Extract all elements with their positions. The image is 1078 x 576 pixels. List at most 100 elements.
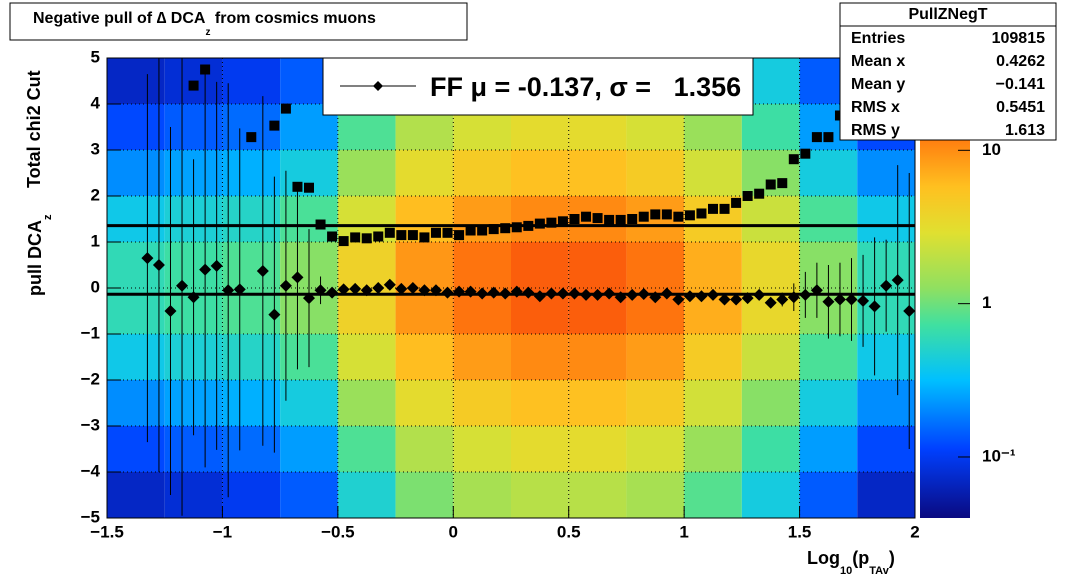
heat-cell bbox=[741, 380, 800, 426]
heat-cell bbox=[107, 472, 165, 518]
x-label-part: (p bbox=[852, 548, 869, 568]
square-marker bbox=[581, 211, 592, 222]
diamond-marker bbox=[880, 279, 893, 292]
square-marker bbox=[800, 148, 811, 159]
x-label-part: Log bbox=[807, 548, 840, 568]
square-marker bbox=[338, 236, 349, 247]
y-tick-label: −3 bbox=[81, 415, 100, 434]
y-axis-label-2: Total chi2 Cut bbox=[24, 70, 44, 188]
heat-cell bbox=[568, 380, 627, 426]
square-marker bbox=[465, 225, 476, 236]
square-marker bbox=[327, 231, 338, 242]
square-marker bbox=[823, 132, 834, 143]
diamond-marker bbox=[903, 305, 915, 317]
heat-cell bbox=[337, 242, 396, 288]
stats-name: Mean y bbox=[851, 76, 905, 93]
diamond-marker bbox=[360, 284, 373, 297]
heat-cell bbox=[107, 104, 165, 150]
heat-cell bbox=[511, 334, 569, 380]
stats-name: RMS x bbox=[851, 99, 900, 116]
diamond-marker bbox=[833, 293, 846, 306]
diamond-marker bbox=[533, 290, 546, 303]
heat-cell bbox=[568, 472, 627, 518]
stats-box bbox=[839, 2, 1057, 141]
z-tick-label: 10⁻¹ bbox=[982, 446, 1016, 465]
x-tick-label: 1 bbox=[679, 522, 688, 541]
diamond-marker bbox=[291, 271, 304, 284]
square-marker bbox=[419, 232, 430, 243]
diamond-marker bbox=[152, 259, 165, 271]
heat-cell bbox=[741, 334, 800, 380]
diamond-marker bbox=[707, 288, 719, 301]
y-label-part: pull DCA bbox=[25, 220, 45, 296]
square-marker bbox=[696, 208, 707, 219]
diamond-marker bbox=[799, 288, 812, 301]
diamond-marker bbox=[349, 282, 362, 295]
diamond-marker bbox=[199, 263, 212, 276]
square-marker bbox=[407, 230, 418, 241]
heat-cell bbox=[337, 150, 396, 196]
heat-cell bbox=[453, 150, 511, 196]
diamond-marker bbox=[141, 252, 154, 265]
heat-cell bbox=[107, 426, 165, 472]
heat-cell bbox=[453, 472, 511, 518]
stats-value: 0.4262 bbox=[996, 53, 1045, 70]
diamond-marker bbox=[268, 308, 281, 321]
diamond-marker bbox=[314, 284, 327, 297]
diamond-marker bbox=[510, 285, 523, 298]
title-part: z bbox=[205, 27, 210, 38]
title-box bbox=[9, 2, 468, 41]
heat-cell bbox=[741, 472, 800, 518]
square-marker bbox=[304, 182, 314, 193]
square-marker bbox=[754, 188, 765, 199]
heat-cell bbox=[684, 334, 742, 380]
title-part: Negative pull of ∆ DCA bbox=[33, 10, 206, 27]
heat-cell bbox=[453, 380, 511, 426]
square-marker bbox=[246, 132, 257, 143]
heat-cell bbox=[222, 196, 281, 242]
x-tick-label: 0.5 bbox=[557, 522, 581, 541]
stats-title: PullZNegT bbox=[908, 6, 987, 23]
heat-cell bbox=[799, 196, 858, 242]
x-label-part: ) bbox=[889, 548, 895, 568]
square-marker bbox=[627, 214, 638, 224]
x-tick-label: 1.5 bbox=[788, 522, 812, 541]
heat-cell bbox=[280, 472, 338, 518]
heat-cell bbox=[337, 334, 396, 380]
heat-cell bbox=[453, 426, 511, 472]
square-marker bbox=[511, 222, 522, 233]
diamond-marker bbox=[730, 293, 743, 306]
diamond-marker bbox=[580, 288, 593, 301]
y-tick-label: −2 bbox=[81, 369, 100, 388]
stats-value: 109815 bbox=[992, 30, 1045, 47]
diamond-marker bbox=[337, 283, 350, 296]
stats-name: RMS y bbox=[851, 122, 900, 139]
heat-cell bbox=[337, 426, 396, 472]
heat-cell bbox=[684, 242, 742, 288]
heat-cell bbox=[395, 380, 454, 426]
x-tick-label: −0.5 bbox=[321, 522, 355, 541]
diamond-marker bbox=[683, 290, 696, 303]
heat-cell bbox=[107, 58, 165, 104]
square-marker bbox=[788, 154, 799, 165]
heat-cell bbox=[684, 426, 742, 472]
heat-cell bbox=[799, 426, 858, 472]
diamond-marker bbox=[418, 284, 431, 297]
square-marker bbox=[638, 211, 649, 222]
heat-cell bbox=[568, 426, 627, 472]
square-marker bbox=[269, 120, 280, 131]
stats-value: 1.613 bbox=[1005, 122, 1045, 139]
diamond-marker bbox=[695, 290, 708, 303]
diamond-marker bbox=[522, 286, 535, 299]
y-tick-label: −4 bbox=[81, 461, 101, 480]
y-label-part: z bbox=[42, 214, 54, 220]
square-marker bbox=[488, 224, 499, 235]
diamond-marker bbox=[429, 284, 442, 297]
diamond-marker bbox=[487, 286, 500, 299]
square-marker bbox=[534, 218, 545, 229]
diamond-marker bbox=[256, 264, 269, 277]
heat-cell bbox=[857, 472, 915, 518]
y-axis-label: pull DCAz bbox=[25, 214, 54, 296]
square-marker bbox=[546, 217, 557, 228]
square-marker bbox=[361, 233, 372, 244]
